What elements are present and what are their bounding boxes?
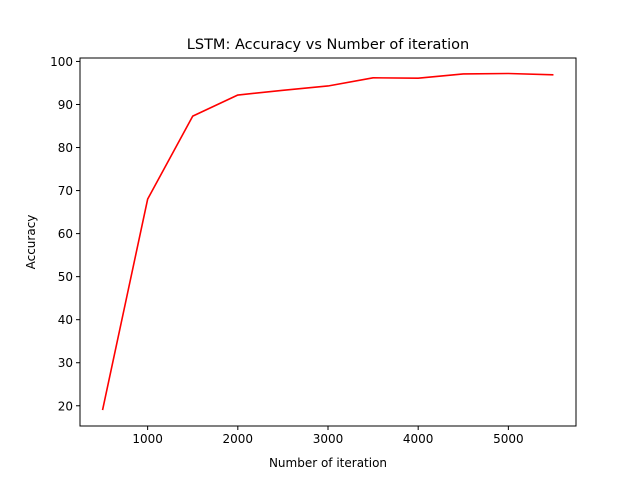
y-tick-label: 30 [58,356,73,370]
x-tick-label: 4000 [403,432,434,446]
x-tick-label: 3000 [313,432,344,446]
chart-title: LSTM: Accuracy vs Number of iteration [187,37,469,53]
x-tick-label: 1000 [132,432,163,446]
chart-marks [101,72,554,411]
y-tick-label: 60 [58,227,73,241]
x-tick-label: 2000 [223,432,254,446]
y-tick-label: 20 [58,399,73,413]
y-tick-label: 90 [58,98,73,112]
x-tick-label: 5000 [493,432,524,446]
y-tick-label: 70 [58,184,73,198]
y-tick-label: 40 [58,313,73,327]
y-axis: 20 30 40 50 60 70 80 90 100 [50,55,80,413]
y-axis-label: Accuracy [24,215,38,270]
y-tick-label: 80 [58,141,73,155]
x-axis-label: Number of iteration [269,456,387,470]
y-tick-label: 100 [50,55,73,69]
y-tick-label: 50 [58,270,73,284]
x-axis: 1000 2000 3000 4000 5000 [132,426,524,446]
